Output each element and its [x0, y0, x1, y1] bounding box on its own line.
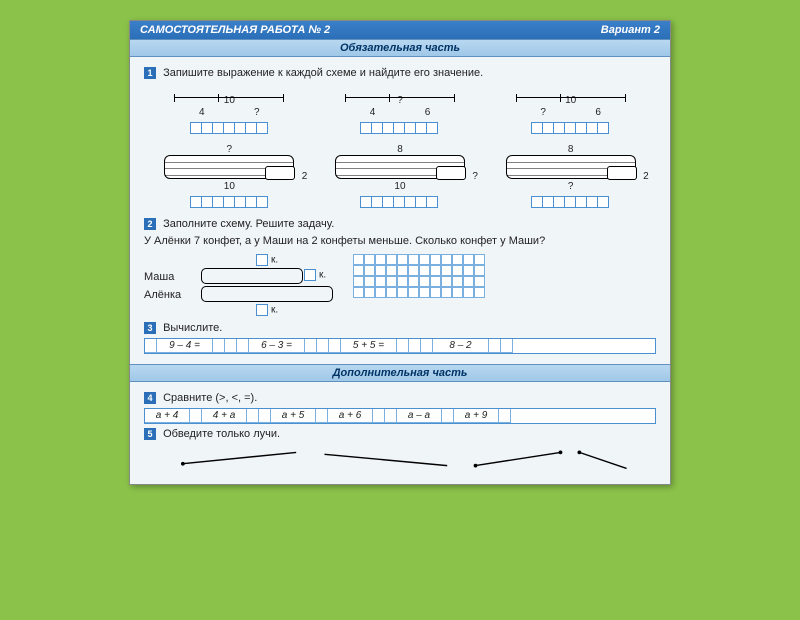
bar-a: ? 2 10 — [164, 144, 294, 212]
bar-b: 8 ? 10 — [335, 144, 465, 212]
names-column: Маша Алёнка — [144, 254, 181, 304]
section-mandatory: Обязательная часть — [130, 39, 670, 57]
answer-boxes[interactable] — [191, 122, 268, 134]
segment-b: ? 46 — [345, 85, 455, 138]
answer-boxes[interactable] — [361, 196, 438, 208]
answer-boxes[interactable] — [532, 122, 609, 134]
segment-a: 10 4? — [174, 85, 284, 138]
task4-line: 4 Сравните (>, <, =). — [144, 392, 656, 404]
answer-grid[interactable] — [353, 254, 485, 298]
task1-line: 1 Запишите выражение к каждой схеме и на… — [144, 67, 656, 79]
task2-schema: Маша Алёнка к. к. к. — [144, 254, 656, 316]
task1-bars-row: ? 2 10 8 ? 10 8 2 ? — [144, 144, 656, 212]
task4-num: 4 — [144, 392, 156, 404]
task2-line: 2 Заполните схему. Решите задачу. — [144, 218, 656, 230]
header-title: САМОСТОЯТЕЛЬНАЯ РАБОТА № 2 — [140, 24, 330, 36]
answer-boxes[interactable] — [532, 196, 609, 208]
schema-bars: к. к. к. — [201, 254, 333, 316]
rays-diagram[interactable] — [164, 444, 636, 474]
header-variant: Вариант 2 — [601, 24, 660, 36]
answer-boxes[interactable] — [361, 122, 438, 134]
task2-problem: У Алёнки 7 конфет, а у Маши на 2 конфеты… — [144, 234, 656, 248]
task1-num: 1 — [144, 67, 156, 79]
task2-text: Заполните схему. Решите задачу. — [163, 218, 334, 230]
calc-row[interactable]: 9 – 4 = 6 – 3 = 5 + 5 = 8 – 2 — [144, 338, 656, 354]
task3-line: 3 Вычислите. — [144, 322, 656, 334]
task1-text: Запишите выражение к каждой схеме и найд… — [163, 67, 483, 79]
bar-c: 8 2 ? — [506, 144, 636, 212]
task2-num: 2 — [144, 218, 156, 230]
task3-num: 3 — [144, 322, 156, 334]
content-mandatory: 1 Запишите выражение к каждой схеме и на… — [130, 57, 670, 364]
header-bar: САМОСТОЯТЕЛЬНАЯ РАБОТА № 2 Вариант 2 — [130, 21, 670, 39]
task5-text: Обведите только лучи. — [163, 428, 280, 440]
task5-line: 5 Обведите только лучи. — [144, 428, 656, 440]
worksheet-page: САМОСТОЯТЕЛЬНАЯ РАБОТА № 2 Вариант 2 Обя… — [129, 20, 671, 485]
content-additional: 4 Сравните (>, <, =). a + 4 4 + a a + 5 … — [130, 382, 670, 484]
answer-boxes[interactable] — [191, 196, 268, 208]
section-additional: Дополнительная часть — [130, 364, 670, 382]
task4-text: Сравните (>, <, =). — [163, 392, 257, 404]
compare-row[interactable]: a + 4 4 + a a + 5 a + 6 a – a a + 9 — [144, 408, 656, 424]
segment-c: 10 ?6 — [516, 85, 626, 138]
task1-segments-row: 10 4? ? 46 10 ?6 — [144, 85, 656, 138]
task3-text: Вычислите. — [163, 322, 222, 334]
task5-num: 5 — [144, 428, 156, 440]
